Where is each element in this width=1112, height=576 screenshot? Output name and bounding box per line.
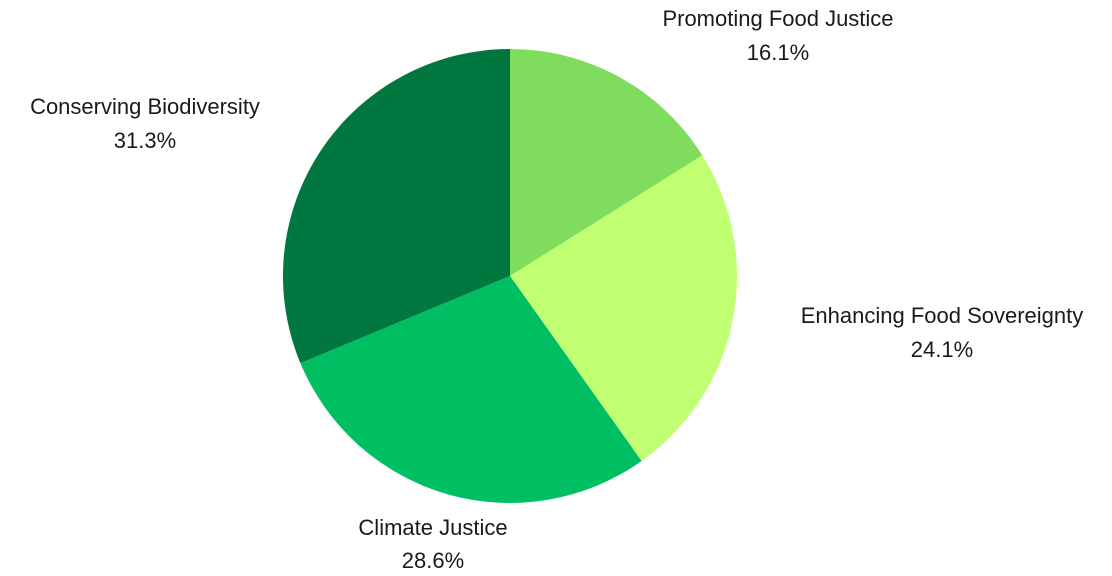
slice-label-name: Climate Justice <box>358 515 507 540</box>
slice-label-value: 28.6% <box>402 548 464 573</box>
slice-label-name: Conserving Biodiversity <box>30 94 260 119</box>
slice-label-name: Enhancing Food Sovereignty <box>801 303 1084 328</box>
slice-label-name: Promoting Food Justice <box>662 6 893 31</box>
slice-label-value: 24.1% <box>911 337 973 362</box>
slice-labels: Promoting Food Justice 16.1% Enhancing Foo… <box>30 6 1083 573</box>
pie-slice-climate-justice <box>300 276 642 504</box>
pie-slice-enhancing-food-sovereignty <box>510 155 738 461</box>
pie-slices <box>282 49 738 504</box>
slice-label-value: 31.3% <box>114 128 176 153</box>
pie-slice-promoting-food-justice <box>510 49 703 276</box>
pie-slice-conserving-biodiversity <box>282 49 510 364</box>
slice-label-value: 16.1% <box>747 40 809 65</box>
